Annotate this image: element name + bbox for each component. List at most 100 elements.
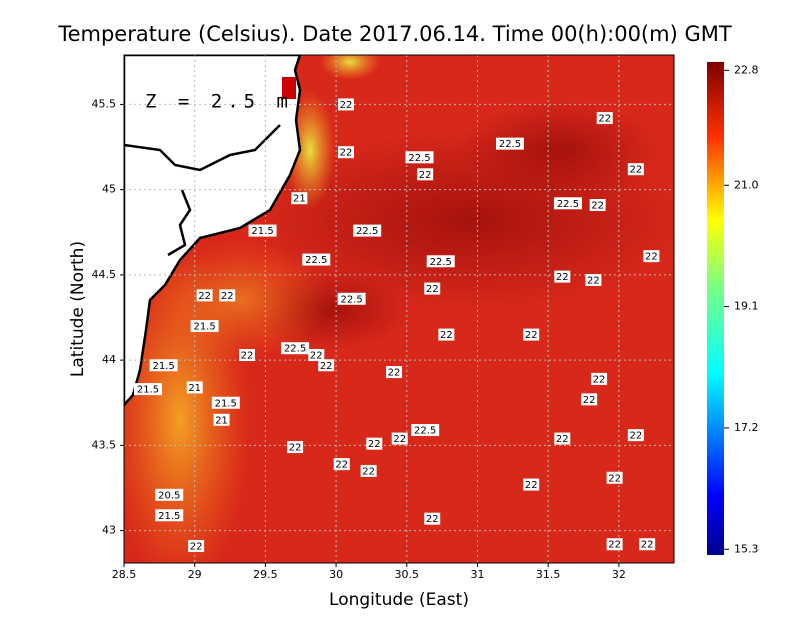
contour-label: 22 [525, 330, 538, 341]
contour-label: 22 [641, 540, 654, 551]
contour-label-box [585, 274, 602, 287]
contour-label-box [591, 372, 608, 385]
contour-label: 22 [310, 351, 323, 362]
contour-label: 22.5 [430, 257, 452, 268]
contour-label-box [337, 98, 354, 111]
contour-label: 22.5 [341, 294, 363, 305]
contour-label-box [211, 396, 240, 409]
contour-label-box [188, 539, 205, 552]
y-tick-label: 45.5 [92, 97, 117, 110]
contour-label: 22 [440, 330, 453, 341]
contour-label-box [417, 168, 434, 181]
x-tick-label: 29.5 [253, 568, 278, 581]
contour-label-box [424, 282, 441, 295]
contour-label-box [281, 342, 310, 355]
contour-label: 21.5 [152, 361, 174, 372]
contour-label-box [554, 432, 571, 445]
contour-label: 21.5 [215, 398, 237, 409]
contour-label: 20.5 [158, 490, 180, 501]
contour-label: 22.5 [557, 199, 579, 210]
contour-label-box [426, 255, 455, 268]
contour-label: 22.5 [305, 255, 327, 266]
y-tick-label: 43.5 [92, 438, 117, 451]
contour-label: 21 [215, 415, 228, 426]
contour-label: 21 [293, 194, 306, 205]
contour-label-box [495, 137, 524, 150]
contour-label: 22 [198, 291, 211, 302]
contour-label-box [606, 538, 623, 551]
chart-title: Temperature (Celsius). Date 2017.06.14. … [57, 22, 732, 46]
contour-label-box [213, 413, 230, 426]
contour-label: 22 [608, 540, 621, 551]
contour-label-box [627, 163, 644, 176]
contour-label-box [287, 441, 304, 454]
contour-label: 22.5 [284, 344, 306, 355]
contour-label: 22 [190, 541, 203, 552]
y-tick-label: 43 [102, 524, 116, 537]
contour-labels: 22 22 22.5 22 22.5 22 22 21 22.5 22 21.5 22.5 22.5 22… [134, 98, 660, 552]
contour-label-box [134, 383, 163, 396]
colorbar [707, 62, 724, 555]
contour-label: 22 [629, 431, 642, 442]
contour-label-box [308, 349, 325, 362]
contour-label-box [155, 488, 184, 501]
contour-label-box [190, 320, 219, 333]
y-axis-title: Latitude (North) [68, 241, 88, 377]
contour-label-box [596, 112, 613, 125]
contour-label: 22 [335, 460, 348, 471]
contour-label: 22 [608, 473, 621, 484]
contour-label-box [337, 146, 354, 159]
contour-label: 21.5 [251, 226, 273, 237]
x-tick-label: 31.5 [536, 568, 561, 581]
y-tick-label: 45 [102, 183, 116, 196]
x-tick-label: 32 [612, 568, 626, 581]
x-axis-title: Longitude (East) [329, 590, 469, 610]
contour-label: 22 [645, 252, 658, 263]
contour-label: 22 [426, 514, 439, 525]
contour-label-box [353, 224, 382, 237]
contour-label: 22 [393, 434, 406, 445]
contour-label-box [554, 270, 571, 283]
contour-label: 22 [598, 114, 611, 125]
plot-frame [123, 54, 675, 564]
colorbar-tick-label: 21.0 [734, 178, 759, 191]
contour-label: 22 [419, 170, 432, 181]
contour-label-box [155, 509, 184, 522]
contour-label-box [627, 429, 644, 442]
grid [123, 55, 674, 563]
contour-label: 22.5 [356, 226, 378, 237]
contour-label: 22 [525, 480, 538, 491]
contour-label: 22.5 [499, 139, 521, 150]
contour-label: 22 [556, 434, 569, 445]
contour-label: 22 [593, 374, 606, 385]
colorbar-tick-label: 15.3 [734, 542, 759, 555]
contour-label: 22 [340, 100, 353, 111]
contour-label-box [405, 151, 434, 164]
contour-label: 21.5 [137, 385, 159, 396]
contour-label: 21.5 [158, 511, 180, 522]
colorbar-tick-label: 22.8 [734, 63, 759, 76]
contour-label-box [639, 538, 656, 551]
contour-label: 22 [629, 165, 642, 176]
contour-label-box [553, 197, 582, 210]
contour-label-box [643, 250, 660, 263]
x-tick-label: 31 [470, 568, 484, 581]
contour-label: 22 [340, 148, 353, 159]
x-tick-label: 28.5 [112, 568, 137, 581]
contour-label-box [606, 471, 623, 484]
contour-label-box [411, 424, 440, 437]
contour-label-box [149, 359, 178, 372]
contour-label: 22 [556, 272, 569, 283]
contour-label-box [386, 366, 403, 379]
contour-label: 22 [289, 443, 302, 454]
contour-label-box [219, 289, 236, 302]
contour-label-box [248, 224, 277, 237]
contour-label-box [523, 478, 540, 491]
contour-label-box [360, 464, 377, 477]
contour-label-box [337, 292, 366, 305]
contour-label-box [291, 192, 308, 205]
contour-label-box [424, 512, 441, 525]
contour-label-box [366, 437, 383, 450]
contour-label-box [589, 199, 606, 212]
